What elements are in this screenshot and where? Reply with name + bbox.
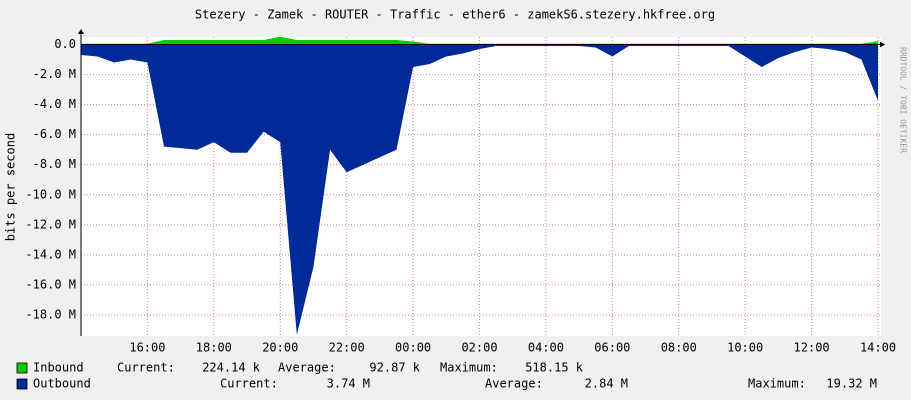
y-tick-label: -8.0 M (33, 157, 76, 171)
y-tick-label: -6.0 M (33, 127, 76, 141)
x-tick-label: 12:00 (794, 341, 830, 355)
watermark: RRDTOOL / TOBI OETIKER (899, 47, 908, 153)
legend-stat: 92.87 k (369, 361, 420, 375)
x-tick-label: 10:00 (727, 341, 763, 355)
area (81, 44, 878, 335)
legend-swatch (16, 378, 28, 390)
legend-stat: 224.14 k (202, 361, 261, 375)
y-tick-label: -16.0 M (25, 277, 76, 291)
legend-stat: 19.32 M (826, 377, 877, 391)
legend-stat: 518.15 k (525, 361, 584, 375)
legend-stat: Current: (117, 361, 175, 375)
area (81, 36, 878, 45)
x-tick-label: 22:00 (329, 341, 365, 355)
legend-stat: Current: (220, 377, 278, 391)
y-tick-label: -4.0 M (33, 97, 76, 111)
legend-stat: Maximum: (748, 377, 806, 391)
x-tick-label: 02:00 (461, 341, 497, 355)
y-tick-label: -14.0 M (25, 247, 76, 261)
x-tick-label: 20:00 (262, 341, 298, 355)
y-tick-label: -2.0 M (33, 67, 76, 81)
legend-stat: 2.84 M (585, 377, 628, 391)
legend-stat: Average: (485, 377, 543, 391)
legend-label: Inbound (33, 361, 84, 375)
x-tick-label: 16:00 (129, 341, 165, 355)
y-axis-label: bits per second (4, 133, 18, 241)
legend-stat: 3.74 M (327, 377, 370, 391)
x-tick-label: 08:00 (661, 341, 697, 355)
y-axis-arrow (78, 29, 84, 34)
legend-label: Outbound (33, 377, 91, 391)
x-axis-arrow (880, 41, 885, 48)
x-tick-label: 14:00 (860, 341, 896, 355)
legend-stat: Maximum: (440, 361, 498, 375)
y-tick-label: 0.0 (54, 37, 76, 51)
chart-title: Stezery - Zamek - ROUTER - Traffic - eth… (195, 8, 715, 22)
y-tick-label: -18.0 M (25, 307, 76, 321)
x-tick-label: 00:00 (395, 341, 431, 355)
legend-swatch (16, 362, 28, 374)
legend-stat: Average: (278, 361, 336, 375)
y-tick-label: -10.0 M (25, 187, 76, 201)
y-tick-label: -12.0 M (25, 217, 76, 231)
x-tick-label: 18:00 (196, 341, 232, 355)
x-tick-label: 04:00 (528, 341, 564, 355)
x-tick-label: 06:00 (594, 341, 630, 355)
